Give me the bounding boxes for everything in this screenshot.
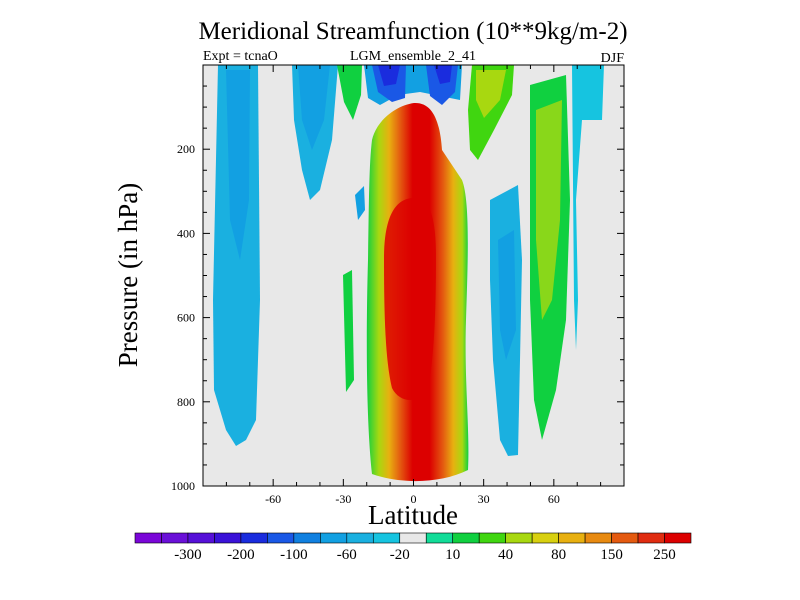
southern-midlatitude-core bbox=[298, 65, 330, 150]
colorbar-label: 80 bbox=[551, 547, 566, 563]
northern-positive-band-core bbox=[476, 70, 506, 118]
colorbar-label: -60 bbox=[337, 547, 357, 563]
chart-title: Meridional Streamfunction (10**9kg/m-2) bbox=[198, 18, 627, 45]
colorbar-swatch bbox=[584, 532, 612, 544]
x-tick-label: 30 bbox=[478, 492, 490, 506]
colorbar-swatch bbox=[637, 532, 665, 544]
y-tick-label: 800 bbox=[177, 395, 195, 409]
northern-polar-negative-cell bbox=[572, 65, 604, 350]
colorbar-swatch bbox=[372, 532, 401, 544]
colorbar-label: -20 bbox=[390, 547, 410, 563]
y-tick-label: 400 bbox=[177, 226, 195, 240]
colorbar-swatch bbox=[611, 532, 639, 544]
upper-tropical-deep-west bbox=[378, 65, 400, 86]
y-tick-label: 200 bbox=[177, 142, 195, 156]
colorbar-swatch bbox=[425, 532, 454, 544]
x-tick-label: -60 bbox=[265, 492, 281, 506]
colorbar-swatch bbox=[346, 532, 374, 544]
experiment-label: Expt = tcnaO bbox=[203, 49, 278, 64]
colorbar-swatch bbox=[505, 532, 533, 544]
x-tick-label: 0 bbox=[411, 492, 417, 506]
colorbar-swatch bbox=[452, 532, 480, 544]
southern-positive-sliver bbox=[337, 65, 362, 120]
southern-lower-positive-sliver bbox=[343, 270, 354, 392]
plot-axes: -60 -30 0 30 60 200 400 600 800 1000 bbox=[171, 64, 625, 506]
colorbar-swatch bbox=[558, 532, 586, 544]
northern-midlatitude-core bbox=[498, 230, 516, 360]
y-axis-label: Pressure (in hPa) bbox=[113, 183, 143, 367]
ensemble-label: LGM_ensemble_2_41 bbox=[350, 49, 476, 64]
colorbar-label: 150 bbox=[600, 547, 623, 563]
northern-positive-core bbox=[536, 100, 562, 320]
colorbar-label: 10 bbox=[445, 547, 460, 563]
colorbar-swatch bbox=[399, 532, 427, 544]
colorbar-swatch bbox=[187, 532, 215, 544]
colorbar-label: -300 bbox=[174, 547, 202, 563]
colorbar-swatch bbox=[134, 532, 162, 544]
colorbar-swatch bbox=[161, 532, 189, 544]
colorbar-swatch bbox=[293, 532, 321, 544]
colorbar-swatch bbox=[320, 532, 348, 544]
colorbar-swatch bbox=[531, 532, 559, 544]
southern-polar-core bbox=[226, 70, 250, 260]
colorbar-swatch bbox=[240, 532, 268, 544]
colorbar-swatch bbox=[214, 532, 242, 544]
y-tick-label: 600 bbox=[177, 311, 195, 325]
colorbar-swatch bbox=[478, 532, 506, 544]
southern-small-negative-patch bbox=[355, 186, 365, 220]
season-label: DJF bbox=[601, 51, 625, 66]
colorbar-label: -100 bbox=[280, 547, 308, 563]
y-tick-label: 1000 bbox=[171, 479, 195, 493]
colorbar: -300 -200 -100 -60 -20 10 40 80 150 250 bbox=[134, 532, 692, 563]
colorbar-label: 250 bbox=[653, 547, 676, 563]
colorbar-swatch bbox=[664, 532, 692, 544]
x-tick-label: 60 bbox=[548, 492, 560, 506]
upper-tropical-deep-east bbox=[434, 65, 452, 84]
colorbar-label: 40 bbox=[498, 547, 513, 563]
x-tick-label: -30 bbox=[335, 492, 351, 506]
x-axis-label: Latitude bbox=[368, 500, 458, 530]
colorbar-label: -200 bbox=[227, 547, 255, 563]
colorbar-swatch bbox=[267, 532, 295, 544]
hadley-cell-core bbox=[384, 198, 436, 400]
